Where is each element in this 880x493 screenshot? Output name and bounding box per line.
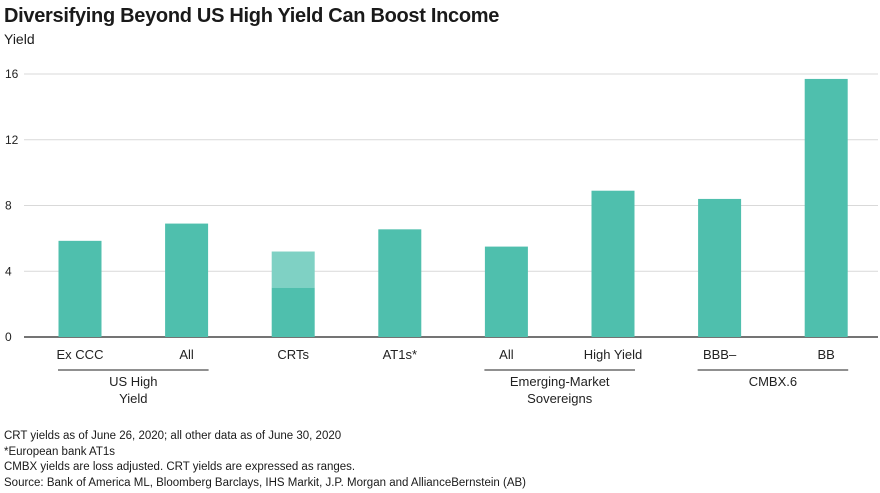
bar-4 — [484, 246, 528, 337]
y-tick-label: 16 — [5, 67, 19, 81]
bars — [58, 78, 848, 338]
footnote-dates: CRT yields as of June 26, 2020; all othe… — [4, 430, 342, 442]
group-label: US High — [109, 374, 157, 389]
y-axis-label: Yield — [4, 31, 35, 47]
bar-range-2 — [271, 251, 315, 288]
footnote-at1: *European bank AT1s — [4, 445, 116, 458]
y-tick-label: 0 — [5, 330, 12, 344]
x-tick-label: CRTs — [277, 347, 309, 362]
x-tick-labels: Ex CCC All CRTs AT1s* All High Yield BBB– BB — [57, 347, 835, 362]
footnote-source: Source: Bank of America ML, Bloomberg Ba… — [4, 476, 526, 489]
group-label: CMBX.6 — [749, 374, 797, 389]
y-tick-label: 8 — [5, 199, 12, 213]
y-tick-labels: 0 4 8 12 16 — [5, 67, 19, 344]
group-label: Yield — [119, 391, 147, 406]
y-tick-label: 4 — [5, 264, 12, 278]
bar-5 — [591, 190, 635, 337]
footnote-cmbx: CMBX yields are loss adjusted. CRT yield… — [4, 461, 356, 474]
bar-chart: 0 4 8 12 16 Ex CCC All CRTs AT1s* All High Yield B… — [5, 67, 878, 406]
bar-6 — [698, 198, 742, 337]
chart-title: Diversifying Beyond US High Yield Can Bo… — [4, 5, 500, 27]
bar-7 — [804, 78, 848, 338]
bar-0 — [58, 240, 102, 337]
x-tick-label: High Yield — [584, 347, 643, 362]
gridlines — [24, 73, 878, 338]
bar-1 — [165, 223, 209, 337]
x-tick-label: BBB– — [703, 347, 737, 362]
group-label: Sovereigns — [527, 391, 593, 406]
x-tick-label: BB — [818, 347, 835, 362]
group-label: Emerging-Market — [510, 374, 610, 389]
x-tick-label: Ex CCC — [57, 347, 104, 362]
x-tick-label: All — [179, 347, 194, 362]
bar-3 — [378, 229, 422, 337]
x-tick-label: All — [499, 347, 514, 362]
footnotes: CRT yields as of June 26, 2020; all othe… — [4, 429, 526, 491]
category-groups: US High Yield Emerging-Market Sovereigns CMB… — [58, 369, 849, 406]
y-tick-label: 12 — [5, 133, 19, 147]
x-tick-label: AT1s* — [383, 347, 417, 362]
bar-2 — [271, 287, 315, 337]
